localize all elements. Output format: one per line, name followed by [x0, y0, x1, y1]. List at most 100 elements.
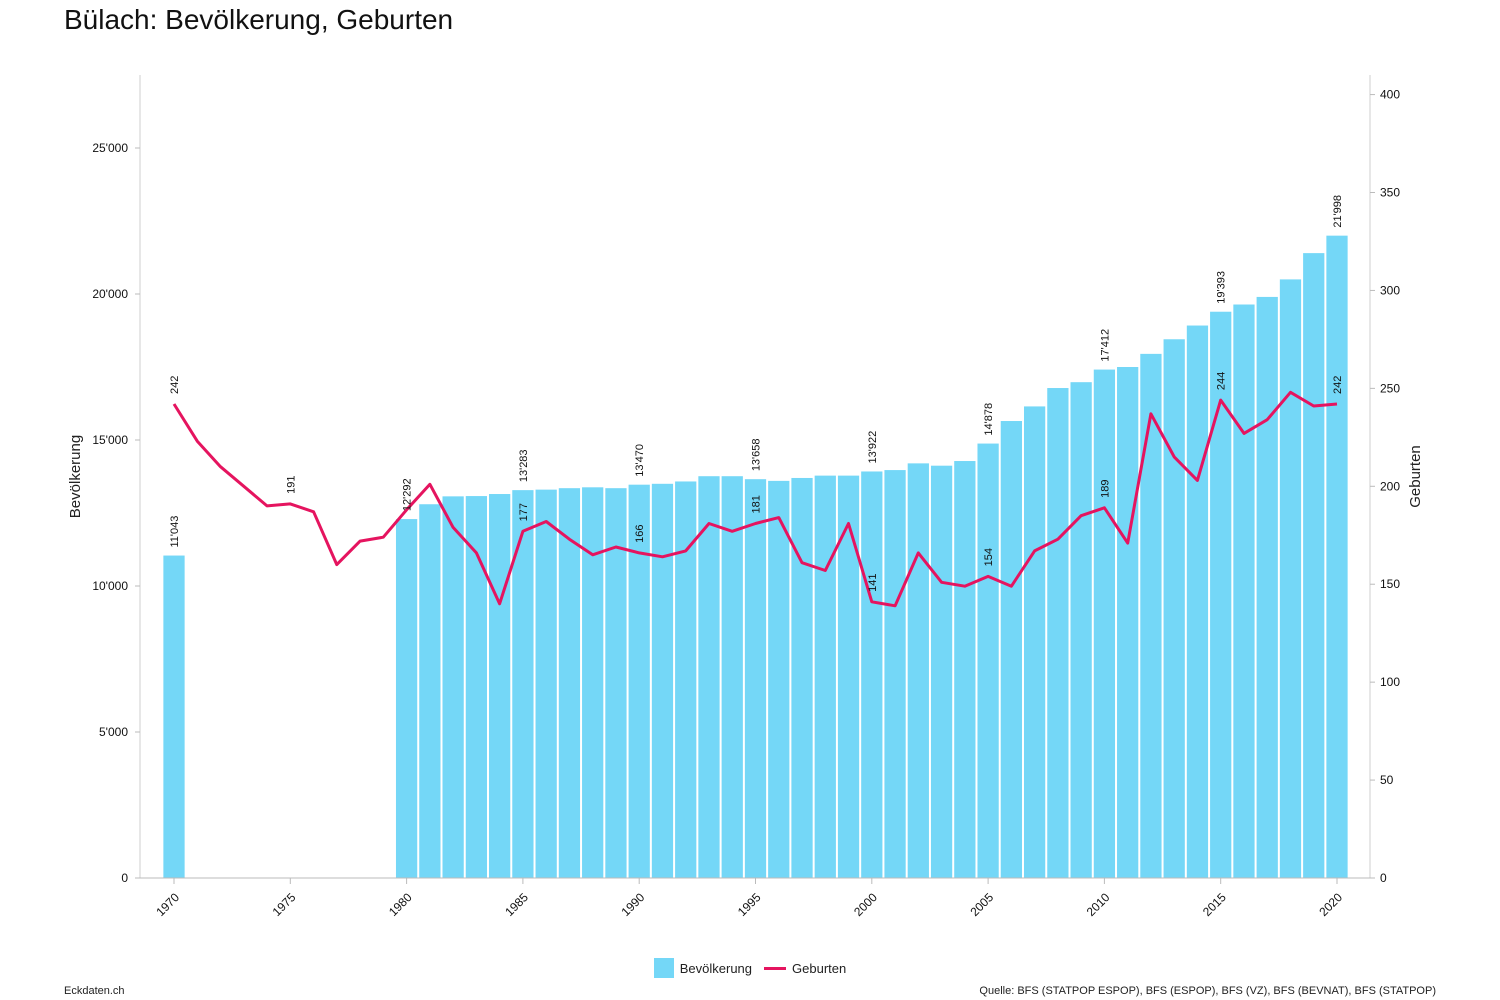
bar-1981 [419, 504, 441, 878]
bar-2003 [930, 465, 953, 878]
legend-item-births[interactable]: Geburten [764, 961, 846, 976]
y-left-tick-label: 10'000 [92, 579, 128, 593]
bar-1991 [651, 483, 674, 878]
x-tick-label: 2005 [967, 890, 996, 919]
legend-label-births: Geburten [792, 960, 847, 976]
y-left-tick-label: 15'000 [92, 433, 128, 447]
bar-2009 [1070, 382, 1092, 878]
bar-1997 [791, 477, 813, 878]
bar-value-label-2020: 21'998 [1332, 195, 1344, 228]
bar-1986 [535, 489, 557, 878]
bar-1999 [837, 475, 860, 878]
bar-2005 [977, 443, 999, 878]
population-bars [163, 235, 1348, 879]
y-axis-right-title: Geburten [1407, 445, 1424, 508]
bar-2011 [1117, 367, 1139, 878]
line-value-label-1970: 242 [169, 376, 181, 394]
bar-1996 [768, 480, 790, 878]
bar-value-label-2005: 14'878 [983, 403, 995, 436]
bar-value-label-2000: 13'922 [867, 431, 879, 464]
bar-1994 [721, 476, 743, 878]
bar-value-label-1980: 12'292 [402, 478, 414, 511]
bar-1983 [465, 496, 488, 878]
bar-1995 [744, 479, 767, 878]
bar-2015 [1210, 311, 1232, 879]
line-value-label-2000: 141 [867, 573, 879, 591]
legend: Bevölkerung Geburten [0, 958, 1500, 978]
y-right-tick-label: 150 [1380, 577, 1400, 591]
footer-source: Quelle: BFS (STATPOP ESPOP), BFS (ESPOP)… [979, 985, 1436, 997]
bar-value-label-2015: 19'393 [1216, 271, 1228, 304]
x-tick-label: 2000 [851, 890, 880, 919]
bar-2017 [1256, 296, 1278, 878]
bar-1990 [628, 484, 650, 878]
bar-1998 [814, 475, 836, 878]
y-right-tick-label: 250 [1380, 381, 1400, 395]
bar-2002 [907, 463, 929, 878]
bar-1982 [442, 496, 464, 878]
legend-swatch-births [764, 966, 787, 970]
bar-2006 [1000, 421, 1022, 878]
x-tick-label: 2015 [1200, 890, 1229, 919]
bar-2007 [1023, 406, 1046, 878]
x-tick-label: 1970 [153, 890, 182, 919]
y-right-tick-label: 200 [1380, 479, 1400, 493]
bar-2004 [954, 461, 976, 878]
x-tick-label: 1990 [619, 890, 648, 919]
y-right-tick-label: 400 [1380, 88, 1400, 102]
bar-value-label-2010: 17'412 [1099, 329, 1111, 362]
y-right-tick-label: 300 [1380, 283, 1400, 297]
births-series-line [172, 390, 1338, 608]
line-value-label-1995: 181 [751, 495, 763, 513]
bar-1980 [395, 519, 418, 878]
bar-2014 [1186, 325, 1209, 878]
y-left-tick-label: 25'000 [92, 141, 128, 155]
y-right-tick-label: 100 [1380, 675, 1400, 689]
bar-2000 [861, 471, 883, 878]
bar-value-label-1985: 13'283 [518, 449, 530, 482]
bar-1993 [698, 476, 720, 878]
x-tick-label: 1985 [502, 890, 531, 919]
bar-2016 [1233, 304, 1255, 879]
y-right-tick-label: 50 [1380, 773, 1394, 787]
line-value-label-2010: 189 [1099, 479, 1111, 497]
births-line [172, 390, 1338, 608]
bar-1988 [582, 487, 604, 878]
line-value-label-2015: 244 [1216, 372, 1228, 390]
x-tick-label: 2020 [1316, 890, 1345, 919]
y-axis-left-title: Bevölkerung [67, 435, 84, 518]
line-value-label-1975: 191 [285, 476, 297, 494]
bar-2019 [1303, 253, 1325, 878]
line-value-label-1990: 166 [634, 525, 646, 543]
y-left-tick-label: 20'000 [92, 287, 128, 301]
bar-2020 [1326, 235, 1348, 879]
bar-value-label-1990: 13'470 [634, 444, 646, 477]
bar-2018 [1279, 279, 1302, 878]
x-tick-label: 1980 [386, 890, 415, 919]
y-right-tick-label: 350 [1380, 186, 1400, 200]
x-tick-label: 2010 [1084, 890, 1113, 919]
bar-2001 [884, 470, 906, 878]
line-value-label-2020: 242 [1332, 376, 1344, 394]
legend-swatch-population [653, 958, 674, 978]
bar-2008 [1047, 388, 1069, 878]
x-tick-label: 1995 [735, 890, 764, 919]
chart-title: Bülach: Bevölkerung, Geburten [64, 4, 454, 35]
bar-value-label-1970: 11'043 [169, 516, 181, 548]
bar-1989 [605, 488, 627, 878]
y-left-tick-label: 5'000 [99, 725, 128, 739]
line-value-label-2005: 154 [983, 548, 995, 566]
footer-site: Eckdaten.ch [64, 985, 125, 997]
bar-1992 [675, 481, 697, 878]
bar-2012 [1140, 353, 1162, 878]
bar-1970 [163, 555, 185, 878]
bar-2010 [1093, 369, 1116, 878]
bar-1987 [558, 488, 581, 878]
y-right-tick-label: 0 [1380, 871, 1387, 885]
legend-item-population[interactable]: Bevölkerung [653, 958, 752, 978]
line-value-label-1985: 177 [518, 503, 530, 521]
bar-1985 [512, 490, 534, 878]
bar-2013 [1163, 339, 1185, 878]
y-left-tick-label: 0 [121, 871, 128, 885]
